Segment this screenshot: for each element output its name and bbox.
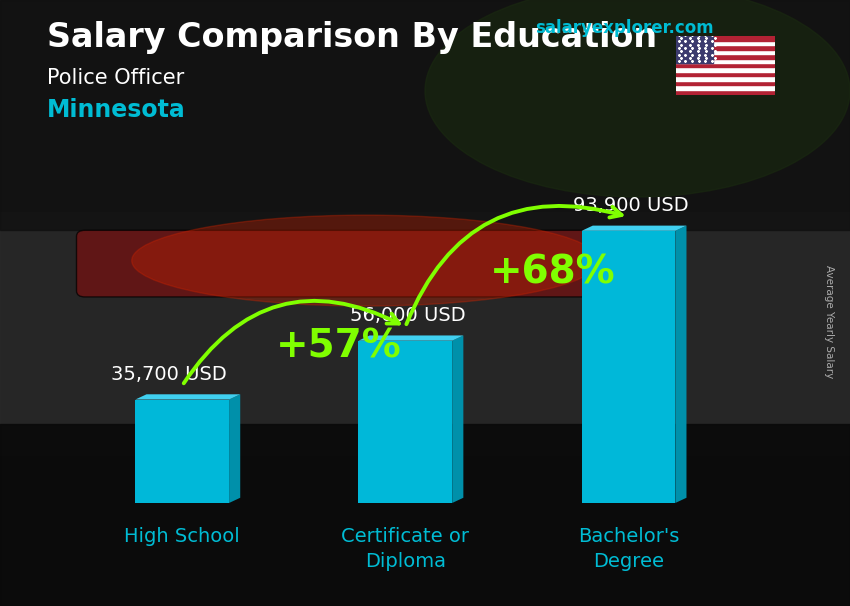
Bar	[359, 341, 452, 503]
Ellipse shape	[425, 0, 850, 197]
Text: 93,900 USD: 93,900 USD	[573, 196, 689, 215]
Text: 35,700 USD: 35,700 USD	[110, 365, 227, 384]
Ellipse shape	[132, 215, 599, 306]
Text: Minnesota: Minnesota	[47, 98, 185, 122]
Polygon shape	[581, 225, 687, 231]
Polygon shape	[0, 0, 850, 230]
Polygon shape	[229, 395, 241, 503]
Polygon shape	[452, 336, 463, 503]
Text: salaryexplorer.com: salaryexplorer.com	[536, 19, 714, 38]
Polygon shape	[675, 225, 687, 503]
Text: +68%: +68%	[490, 253, 615, 291]
Text: 56,000 USD: 56,000 USD	[349, 306, 465, 325]
Bar	[135, 399, 229, 503]
Polygon shape	[135, 395, 241, 399]
Polygon shape	[0, 212, 850, 454]
Polygon shape	[0, 424, 850, 606]
Polygon shape	[676, 36, 713, 63]
Text: Police Officer: Police Officer	[47, 68, 184, 88]
Polygon shape	[359, 336, 463, 341]
Text: Average Yearly Salary: Average Yearly Salary	[824, 265, 834, 378]
FancyBboxPatch shape	[76, 230, 646, 297]
Text: Salary Comparison By Education: Salary Comparison By Education	[47, 21, 657, 54]
Bar	[581, 231, 675, 503]
Text: +57%: +57%	[276, 328, 402, 365]
